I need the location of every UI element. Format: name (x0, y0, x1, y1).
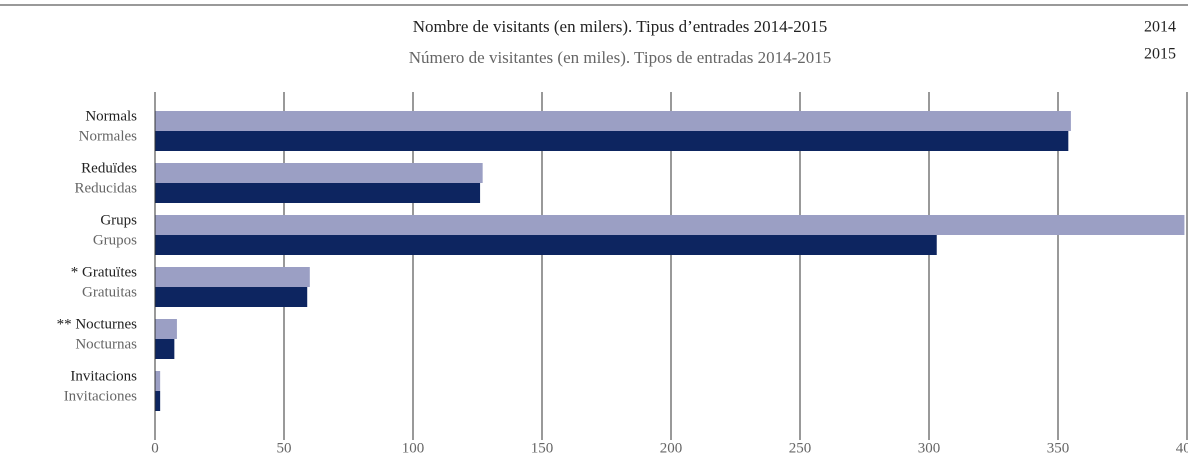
y-tick-label: Invitacions (70, 368, 137, 384)
x-tick-label: 200 (660, 440, 683, 455)
x-tick-label: 250 (789, 440, 812, 455)
y-tick-label: Normals (85, 108, 137, 124)
x-tick-label: 400 (1176, 440, 1188, 455)
y-tick-sublabel: Invitaciones (64, 388, 137, 404)
chart-title: Nombre de visitants (en milers). Tipus d… (413, 17, 828, 36)
y-tick-sublabel: Gratuitas (82, 284, 137, 300)
chart-subtitle: Número de visitantes (en miles). Tipos d… (409, 48, 832, 67)
bar (155, 391, 161, 411)
bar (155, 215, 1185, 235)
bar (155, 111, 1071, 131)
bar (155, 131, 1069, 151)
x-tick-label: 0 (151, 440, 159, 455)
legend-label: 2015 (1144, 46, 1176, 63)
x-tick-label: 350 (1047, 440, 1070, 455)
bar (155, 183, 481, 203)
y-tick-sublabel: Reducidas (75, 180, 138, 196)
y-tick-sublabel: Nocturnas (75, 336, 137, 352)
y-tick-label: Reduïdes (81, 160, 137, 176)
y-tick-sublabel: Normales (79, 128, 137, 144)
y-tick-label: * Gratuïtes (71, 264, 137, 280)
bar (155, 287, 308, 307)
y-tick-label: Grups (100, 212, 137, 228)
bar (155, 267, 310, 287)
x-tick-label: 50 (277, 440, 292, 455)
y-tick-sublabel: Grupos (93, 232, 137, 248)
x-tick-label: 100 (402, 440, 425, 455)
x-tick-label: 150 (531, 440, 554, 455)
bar (155, 163, 483, 183)
bar (155, 339, 175, 359)
legend-label: 2014 (1144, 19, 1176, 36)
bar (155, 319, 177, 339)
bar (155, 235, 937, 255)
bar (155, 371, 161, 391)
y-tick-label: ** Nocturnes (57, 316, 138, 332)
x-tick-label: 300 (918, 440, 941, 455)
